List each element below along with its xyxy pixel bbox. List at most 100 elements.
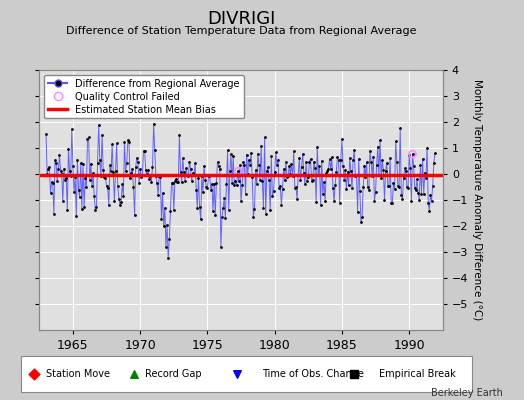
Point xyxy=(195,204,204,210)
Point xyxy=(158,190,167,196)
Point xyxy=(220,195,228,202)
Point xyxy=(243,151,251,158)
Point xyxy=(250,206,259,212)
Point xyxy=(428,198,436,204)
Point xyxy=(340,177,348,183)
Point xyxy=(196,216,205,223)
Point xyxy=(214,162,223,169)
Point xyxy=(102,183,111,189)
Point xyxy=(57,168,65,174)
Point xyxy=(72,212,81,219)
Point xyxy=(372,189,380,196)
Point xyxy=(200,162,208,169)
Point xyxy=(341,166,350,173)
Point xyxy=(343,168,352,175)
Point xyxy=(350,371,358,377)
Point xyxy=(50,211,58,217)
Point xyxy=(389,179,398,186)
Point xyxy=(408,151,417,157)
Point xyxy=(315,163,324,170)
Point xyxy=(270,169,279,175)
Point xyxy=(399,175,408,181)
Point xyxy=(429,183,437,190)
Point xyxy=(92,204,101,210)
Point xyxy=(146,172,155,179)
Point xyxy=(93,159,102,166)
Point xyxy=(79,161,87,168)
Point xyxy=(249,214,258,220)
Point xyxy=(255,162,263,168)
Point xyxy=(218,214,226,221)
Point xyxy=(261,211,270,218)
Point xyxy=(61,177,69,183)
Point xyxy=(353,209,362,216)
Point xyxy=(216,244,225,250)
Point xyxy=(231,178,239,185)
Point xyxy=(75,194,84,200)
Point xyxy=(364,184,372,190)
Point xyxy=(323,168,332,174)
Point xyxy=(330,198,339,204)
Point xyxy=(204,173,213,179)
Point xyxy=(409,163,418,169)
FancyBboxPatch shape xyxy=(21,356,472,392)
Point xyxy=(215,165,224,172)
Point xyxy=(286,171,294,177)
Point xyxy=(234,168,242,174)
Point xyxy=(212,180,221,186)
Point xyxy=(385,183,393,189)
Point xyxy=(185,158,194,165)
Point xyxy=(404,185,412,192)
Point xyxy=(376,137,384,143)
Point xyxy=(54,166,62,172)
Point xyxy=(347,168,355,174)
Point xyxy=(111,168,119,175)
Point xyxy=(333,154,342,160)
Point xyxy=(67,173,75,180)
Point xyxy=(52,160,60,166)
Point xyxy=(337,136,346,142)
Point xyxy=(136,165,144,172)
Point xyxy=(174,178,182,185)
Point xyxy=(222,181,231,187)
Point xyxy=(140,148,149,154)
Point xyxy=(99,167,107,173)
Point xyxy=(30,371,39,377)
Point xyxy=(91,207,100,213)
Point xyxy=(144,167,152,173)
Point xyxy=(138,172,147,178)
Point xyxy=(302,159,310,165)
Point xyxy=(68,126,76,132)
Point xyxy=(77,160,85,166)
Point xyxy=(125,139,133,146)
Point xyxy=(110,198,118,204)
Point xyxy=(290,148,298,154)
Point xyxy=(288,173,297,180)
Point xyxy=(141,167,150,174)
Point xyxy=(230,182,238,188)
Point xyxy=(239,159,247,165)
Point xyxy=(265,177,273,184)
Point xyxy=(228,180,236,186)
Point xyxy=(44,166,52,172)
Point xyxy=(278,186,287,192)
Point xyxy=(244,171,252,177)
Point xyxy=(179,155,187,162)
Point xyxy=(287,161,296,167)
Point xyxy=(431,150,439,156)
Point xyxy=(167,180,176,186)
Point xyxy=(254,151,262,157)
Point xyxy=(381,168,390,174)
Point xyxy=(296,177,304,184)
Point xyxy=(391,138,400,145)
Point xyxy=(101,174,110,181)
Point xyxy=(66,168,74,174)
Point xyxy=(123,160,131,166)
Point xyxy=(172,176,180,182)
Point xyxy=(187,166,195,172)
Point xyxy=(280,177,289,184)
Point xyxy=(129,371,138,377)
Point xyxy=(413,176,421,182)
Point xyxy=(417,190,425,197)
Point xyxy=(226,168,234,174)
